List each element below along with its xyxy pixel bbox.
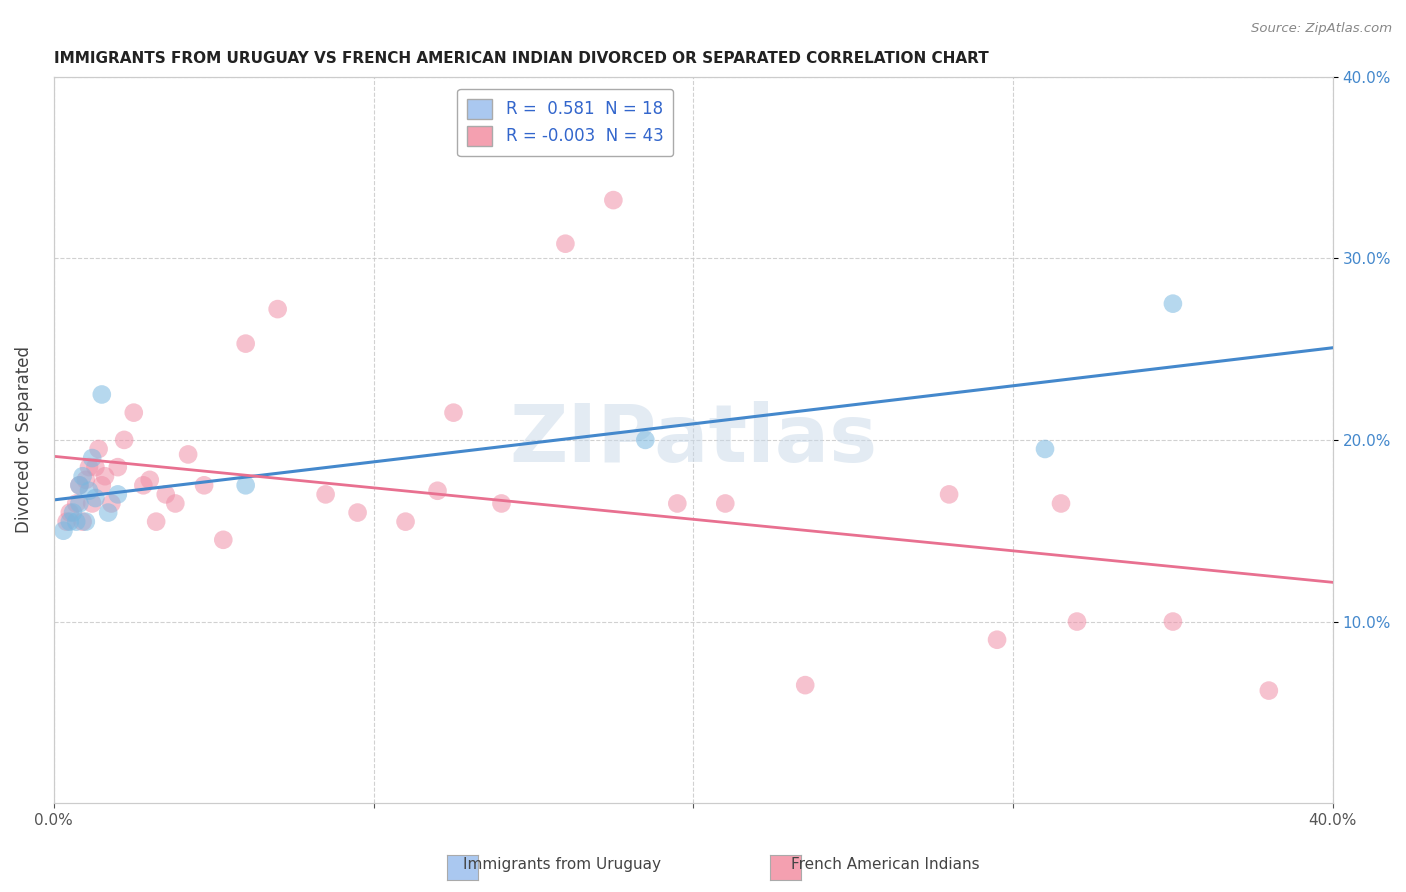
Point	[94, 469, 117, 483]
Point	[84, 460, 107, 475]
Point	[986, 632, 1008, 647]
Point	[107, 460, 129, 475]
Point	[1257, 683, 1279, 698]
Point	[100, 496, 122, 510]
Point	[938, 487, 960, 501]
Point	[77, 460, 100, 475]
Point	[177, 447, 200, 461]
Point	[75, 473, 97, 487]
Point	[714, 496, 737, 510]
Point	[132, 478, 155, 492]
Text: ZIPatlas: ZIPatlas	[509, 401, 877, 479]
Point	[394, 515, 416, 529]
Text: Source: ZipAtlas.com: Source: ZipAtlas.com	[1251, 22, 1392, 36]
Point	[1161, 296, 1184, 310]
Point	[112, 433, 135, 447]
Point	[87, 442, 110, 456]
Y-axis label: Divorced or Separated: Divorced or Separated	[15, 346, 32, 533]
Point	[315, 487, 337, 501]
Text: IMMIGRANTS FROM URUGUAY VS FRENCH AMERICAN INDIAN DIVORCED OR SEPARATED CORRELAT: IMMIGRANTS FROM URUGUAY VS FRENCH AMERIC…	[53, 51, 988, 66]
Point	[1066, 615, 1088, 629]
Point	[165, 496, 187, 510]
Text: Immigrants from Uruguay: Immigrants from Uruguay	[464, 857, 661, 872]
Point	[97, 506, 120, 520]
Point	[107, 487, 129, 501]
Point	[82, 496, 104, 510]
Point	[346, 506, 368, 520]
Legend: R =  0.581  N = 18, R = -0.003  N = 43: R = 0.581 N = 18, R = -0.003 N = 43	[457, 88, 673, 156]
Point	[72, 515, 94, 529]
Point	[82, 451, 104, 466]
Point	[65, 515, 87, 529]
Point	[59, 515, 82, 529]
Point	[602, 193, 624, 207]
Point	[212, 533, 235, 547]
Point	[139, 473, 162, 487]
Point	[1161, 615, 1184, 629]
Point	[122, 406, 145, 420]
Point	[1033, 442, 1056, 456]
Text: French American Indians: French American Indians	[792, 857, 980, 872]
Point	[90, 478, 112, 492]
Point	[55, 515, 77, 529]
Point	[1050, 496, 1073, 510]
Point	[84, 491, 107, 505]
Point	[65, 496, 87, 510]
Point	[52, 524, 75, 538]
Point	[59, 506, 82, 520]
Point	[794, 678, 817, 692]
Point	[634, 433, 657, 447]
Point	[491, 496, 513, 510]
Point	[75, 515, 97, 529]
Point	[193, 478, 215, 492]
Point	[554, 236, 576, 251]
Point	[155, 487, 177, 501]
Point	[443, 406, 465, 420]
Point	[62, 506, 84, 520]
Point	[666, 496, 689, 510]
Point	[235, 478, 257, 492]
Point	[67, 478, 90, 492]
Point	[235, 336, 257, 351]
Point	[90, 387, 112, 401]
Point	[266, 302, 288, 317]
Point	[145, 515, 167, 529]
Point	[77, 483, 100, 498]
Point	[67, 478, 90, 492]
Point	[67, 496, 90, 510]
Point	[72, 469, 94, 483]
Point	[426, 483, 449, 498]
